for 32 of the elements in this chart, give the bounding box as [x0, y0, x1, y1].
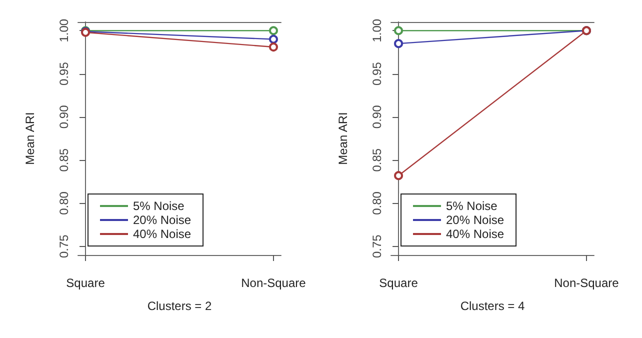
x-tick-label: Non-Square — [241, 276, 306, 290]
legend-label: 20% Noise — [133, 213, 192, 227]
y-tick-label: 0.90 — [57, 104, 71, 129]
x-axis-title: Clusters = 4 — [460, 299, 526, 313]
point — [394, 26, 404, 36]
legend-label: 5% Noise — [133, 199, 185, 213]
y-tick-label: 0.80 — [370, 191, 384, 215]
y-tick-label: 0.75 — [57, 234, 71, 258]
y-tick-label: 0.95 — [370, 62, 384, 86]
y-axis-title: Mean ARI — [336, 112, 350, 165]
x-tick-label: Square — [379, 276, 418, 290]
point — [394, 39, 404, 48]
x-tick-label: Square — [66, 276, 106, 290]
x-axis-title: Clusters = 2 — [147, 299, 212, 313]
y-tick-label: 1.00 — [370, 18, 384, 42]
legend-label: 5% Noise — [446, 199, 498, 213]
point — [394, 171, 404, 180]
point — [268, 42, 278, 52]
legend-label: 40% Noise — [133, 227, 192, 241]
y-tick-label: 1.00 — [57, 18, 71, 42]
y-tick-label: 0.85 — [57, 148, 71, 172]
y-tick-label: 0.85 — [370, 148, 384, 172]
point — [268, 26, 278, 36]
legend-label: 20% Noise — [446, 213, 504, 227]
legend-label: 40% Noise — [446, 227, 504, 241]
y-tick-label: 0.90 — [370, 104, 384, 129]
x-tick-label: Non-Square — [554, 276, 620, 290]
y-tick-label: 0.75 — [370, 234, 384, 258]
y-tick-label: 0.80 — [57, 191, 71, 215]
point — [268, 34, 278, 44]
y-axis-title: Mean ARI — [23, 112, 37, 165]
y-tick-label: 0.95 — [57, 62, 71, 86]
